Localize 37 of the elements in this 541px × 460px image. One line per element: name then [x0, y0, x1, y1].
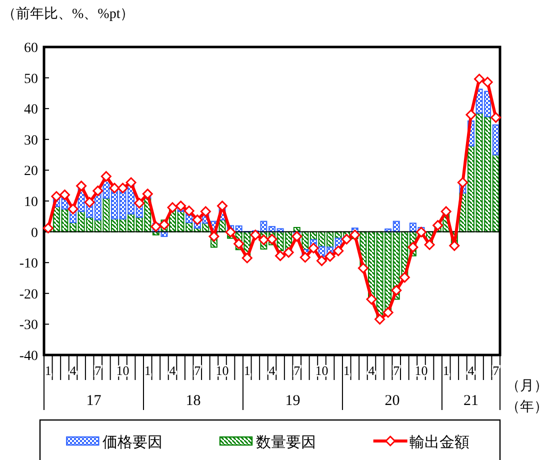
y-tick-label: 60 — [24, 41, 38, 56]
y-tick-label: -30 — [19, 318, 38, 334]
y-tick-label: 0 — [31, 226, 38, 241]
x-tick-label: 7 — [492, 363, 500, 378]
x-tick-label: 4 — [368, 363, 376, 378]
text: （年） — [506, 399, 541, 415]
x-tick-label: 7 — [393, 363, 400, 378]
x-tick-label: 4 — [70, 363, 77, 378]
legend-label: 輸出金額 — [409, 434, 470, 451]
x-tick-label: 7 — [94, 363, 102, 378]
legend-label: 価格要因 — [102, 434, 163, 451]
x-tick-label: 4 — [169, 363, 176, 378]
x-tick-label: 1 — [244, 363, 250, 378]
text: 21 — [463, 393, 478, 409]
x-tick-label: 1 — [44, 363, 52, 378]
x-tick-label: 4 — [468, 363, 475, 378]
y-tick-label: 20 — [24, 164, 38, 180]
x-tick-label: 7 — [294, 363, 301, 378]
y-tick-label: 10 — [24, 195, 38, 210]
y-tick-label: 40 — [24, 102, 38, 118]
text: 20 — [384, 393, 400, 409]
text: 19 — [285, 393, 300, 409]
x-tick-label: 1 — [144, 363, 151, 378]
y-tick-label: 50 — [24, 72, 38, 87]
x-tick-label: 1 — [343, 363, 350, 378]
text: 18 — [186, 393, 201, 409]
y-axis-title: （前年比、%、%pt） — [2, 6, 134, 22]
x-tick-label: 4 — [268, 363, 276, 378]
x-tick-label: 7 — [194, 363, 202, 378]
x-tick-label: 1 — [442, 363, 450, 378]
y-tick-label: 30 — [24, 133, 38, 148]
y-tick-label: -10 — [19, 256, 38, 272]
text: 17 — [86, 393, 102, 409]
x-axis-title: （月） — [506, 379, 541, 394]
y-tick-label: -20 — [19, 287, 38, 302]
y-tick-label: -40 — [19, 349, 38, 364]
legend-label: 数量要因 — [256, 435, 316, 451]
